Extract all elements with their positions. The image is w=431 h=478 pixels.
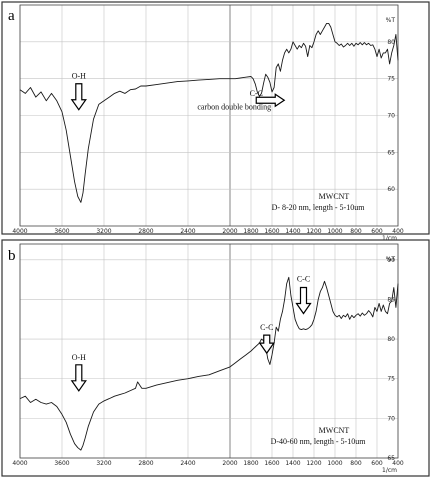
- x-tick-label: 800: [350, 460, 362, 467]
- panel-frame: [1, 1, 430, 235]
- y-axis-label: %T: [386, 256, 396, 263]
- panel-a: 4000 3600 3200 2800 2400 2000 1800 1600 1400 1200…: [1, 1, 430, 242]
- x-tick-label: 1400: [285, 460, 300, 467]
- spectrum-line: [19, 276, 399, 451]
- y-tick-label: 75: [387, 376, 395, 383]
- x-unit-label: 1/cm: [382, 235, 397, 242]
- annotation-label: C-C: [297, 275, 310, 284]
- y-tick-label: 65: [387, 149, 395, 156]
- x-tick-label: 2400: [180, 228, 195, 235]
- x-tick-label: 2000: [222, 228, 237, 235]
- sample-label: MWCNT: [319, 192, 350, 201]
- x-tick-label: 2400: [180, 460, 195, 467]
- sample-label: MWCNT: [319, 426, 350, 435]
- x-tick-label: 1600: [264, 228, 279, 235]
- panel-frame: [1, 239, 430, 477]
- annotation-label: O-H: [72, 353, 86, 362]
- y-tick-label: 90: [387, 257, 395, 264]
- x-tick-label: 1000: [327, 228, 342, 235]
- y-axis-label: %T: [386, 17, 396, 24]
- panel-b: 4000 3600 3200 2800 2400 2000 1800 1600 1400 1200…: [1, 239, 430, 477]
- x-tick-label: 1200: [306, 460, 321, 467]
- x-tick-label: 2800: [138, 228, 153, 235]
- x-tick-label: 1800: [243, 228, 258, 235]
- annotation-label: C-C: [250, 89, 263, 98]
- x-tick-label: 2000: [222, 460, 237, 467]
- x-tick-label: 3600: [54, 228, 69, 235]
- x-tick-label: 4000: [12, 228, 27, 235]
- x-tick-label: 1800: [243, 460, 258, 467]
- annotation-arrow: [70, 364, 87, 392]
- y-tick-label: 70: [387, 113, 395, 120]
- sample-label: D- 8-20 nm, length - 5-10um: [272, 203, 366, 212]
- x-unit-label: 1/cm: [382, 467, 397, 474]
- x-tick-label: 1600: [264, 460, 279, 467]
- x-tick-label: 4000: [12, 460, 27, 467]
- y-tick-label: 70: [387, 415, 395, 422]
- x-tick-label: 1400: [285, 228, 300, 235]
- annotation-label: C-C: [260, 323, 273, 332]
- spectrum-line: [19, 22, 399, 203]
- y-tick-label: 75: [387, 76, 395, 83]
- x-tick-label: 1200: [306, 228, 321, 235]
- y-tick-label: 85: [387, 296, 395, 303]
- annotation-arrow: [255, 93, 286, 108]
- y-tick-label: 60: [387, 186, 395, 193]
- x-tick-label: 600: [371, 460, 383, 467]
- x-tick-label: 3200: [96, 460, 111, 467]
- annotation-label: O-H: [72, 72, 86, 81]
- y-tick-label: 80: [387, 39, 395, 46]
- annotation-label: carbon double bonding: [197, 103, 271, 112]
- sample-label: D-40-60 nm, length - 5-10um: [271, 437, 367, 446]
- x-tick-label: 800: [350, 228, 362, 235]
- x-tick-label: 3200: [96, 228, 111, 235]
- x-tick-label: 600: [371, 228, 383, 235]
- annotation-arrow: [70, 83, 87, 111]
- plot-area: [19, 4, 399, 227]
- plot-area: [19, 243, 399, 459]
- x-tick-label: 3600: [54, 460, 69, 467]
- x-tick-label: 2800: [138, 460, 153, 467]
- panel-label: a: [8, 8, 15, 24]
- annotation-arrow: [295, 286, 312, 315]
- annotation-arrow: [258, 334, 275, 355]
- y-tick-label: 80: [387, 336, 395, 343]
- y-tick-label: 65: [387, 455, 395, 462]
- x-tick-label: 400: [392, 460, 404, 467]
- panel-label: b: [8, 248, 16, 264]
- x-tick-label: 400: [392, 228, 404, 235]
- x-tick-label: 1000: [327, 460, 342, 467]
